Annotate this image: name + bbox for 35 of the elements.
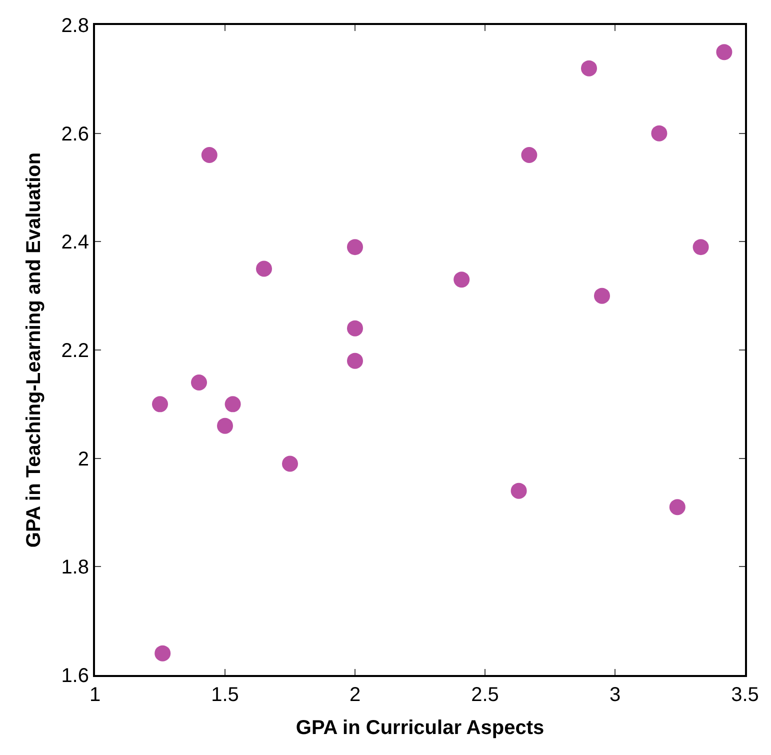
x-tick-label: 3 <box>609 684 621 706</box>
point <box>454 272 470 288</box>
point <box>347 352 363 369</box>
point <box>521 147 538 163</box>
point <box>581 60 597 76</box>
point <box>152 396 168 412</box>
x-tick-label: 2.5 <box>471 684 499 706</box>
x-axis-title: GPA in Curricular Aspects <box>296 717 544 739</box>
x-tick-label: 3.5 <box>731 684 759 706</box>
y-tick-label: 2 <box>78 448 89 470</box>
point <box>692 239 709 256</box>
y-tick-label: 2.6 <box>61 123 89 146</box>
point <box>594 288 610 304</box>
point <box>217 418 233 434</box>
y-tick-label: 1.8 <box>61 556 89 579</box>
y-tick-label: 2.2 <box>61 340 89 362</box>
x-tick-label: 1.5 <box>211 684 239 706</box>
point <box>191 374 207 390</box>
y-tick-label: 2.8 <box>61 15 89 37</box>
y-axis-title: GPA in Teaching-Learning and Evaluation <box>23 152 46 548</box>
point <box>347 239 363 256</box>
point <box>201 147 218 163</box>
point <box>669 499 686 516</box>
point <box>510 482 527 499</box>
point <box>651 125 668 142</box>
y-tick-label: 2.4 <box>61 232 89 254</box>
point <box>347 320 363 336</box>
point <box>716 44 732 60</box>
x-tick-label: 1 <box>89 684 101 706</box>
point <box>282 456 298 472</box>
point <box>154 645 171 662</box>
x-tick-label: 2 <box>349 684 361 706</box>
y-tick-label: 1.6 <box>61 665 89 687</box>
point <box>224 396 241 412</box>
point <box>256 260 272 277</box>
